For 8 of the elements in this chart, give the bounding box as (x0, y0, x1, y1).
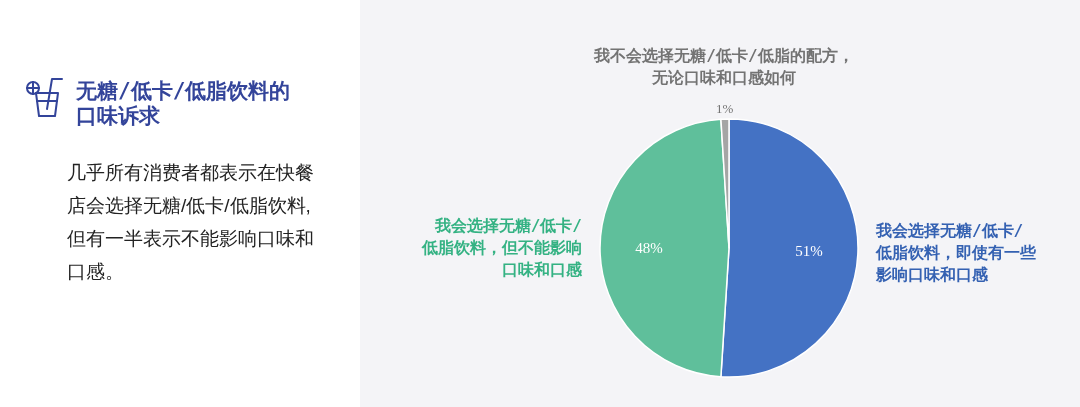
slice-label: 我会选择无糖/低卡/低脂饮料，但不能影响口味和口感 (421, 215, 582, 281)
data-label: 1% (715, 100, 734, 116)
text: 无糖/低卡/低脂饮料的口味诉求 (76, 79, 292, 129)
data-label: 48% (635, 240, 663, 256)
slice-label: 我不会选择无糖/低卡/低脂的配方，无论口味和口感如何 (593, 45, 855, 90)
text: 几乎所有消费者都表示在快餐店会选择无糖/低卡/低脂饮料,但有一半表示不能影响口味和口感。 (67, 161, 315, 284)
data-label: 51% (795, 242, 823, 259)
slice-label: 我会选择无糖/低卡/低脂饮料，即使有一些影响口味和口感 (875, 219, 1037, 286)
